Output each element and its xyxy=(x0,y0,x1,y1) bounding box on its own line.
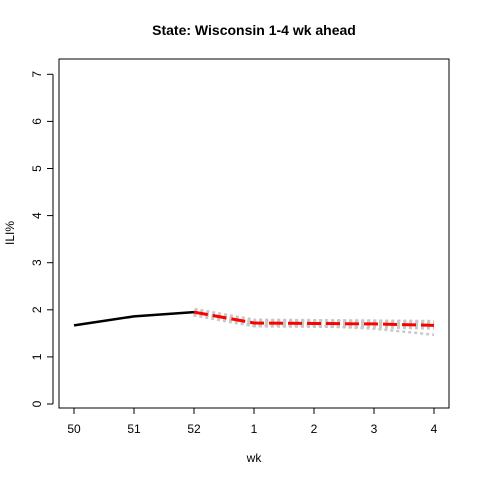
x-axis-label: wk xyxy=(246,451,263,465)
x-tick-label: 2 xyxy=(311,422,318,436)
plot-lines xyxy=(73,307,435,337)
y-tick-label: 3 xyxy=(30,259,44,266)
y-axis-label: ILI% xyxy=(3,221,17,245)
y-tick-label: 6 xyxy=(30,118,44,125)
y-tick-label: 5 xyxy=(30,165,44,172)
y-axis: 0 1 2 3 4 5 6 7 xyxy=(30,71,54,407)
y-tick-label: 0 xyxy=(30,400,44,407)
y-tick-label: 1 xyxy=(30,353,44,360)
forecast-line xyxy=(193,310,435,327)
x-tick-label: 51 xyxy=(127,422,141,436)
chart-title: State: Wisconsin 1-4 wk ahead xyxy=(152,22,356,38)
observed-line xyxy=(73,310,195,327)
x-tick-label: 50 xyxy=(67,422,81,436)
plot-frame xyxy=(58,58,450,409)
y-tick-label: 2 xyxy=(30,306,44,313)
x-tick-label: 4 xyxy=(431,422,438,436)
y-tick-label: 4 xyxy=(30,212,44,219)
x-tick-label: 1 xyxy=(251,422,258,436)
x-axis: 50 51 52 1 2 3 4 xyxy=(67,407,438,436)
x-tick-label: 52 xyxy=(187,422,201,436)
y-tick-label: 7 xyxy=(30,71,44,78)
x-tick-label: 3 xyxy=(371,422,378,436)
